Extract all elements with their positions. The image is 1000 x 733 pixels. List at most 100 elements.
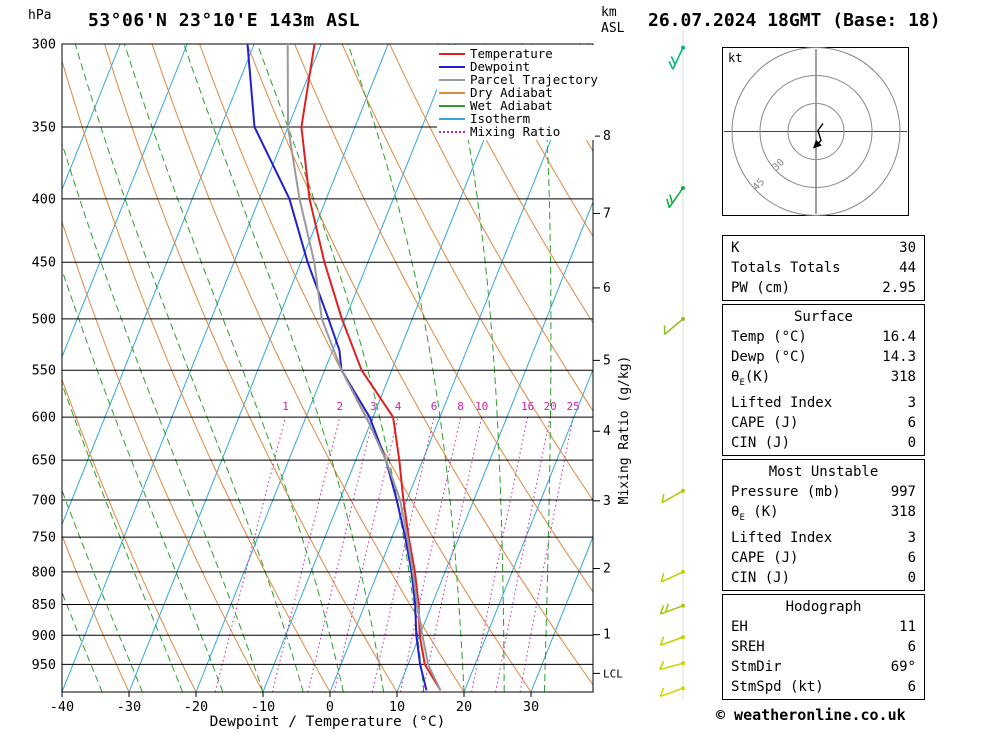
legend-swatch [439, 117, 465, 120]
dry-adiabat-line [62, 59, 331, 692]
x-axis-title: Dewpoint / Temperature (°C) [210, 714, 446, 730]
legend-item: Parcel Trajectory [439, 73, 598, 86]
legend-swatch [439, 78, 465, 81]
legend-label: Temperature [470, 46, 553, 61]
panel-row-value: 3 [907, 394, 916, 411]
isotherm-line [530, 535, 593, 692]
x-tick-label: -40 [50, 699, 74, 715]
pressure-tick-label: 850 [32, 597, 56, 613]
panel-row-label: StmSpd (kt) [731, 678, 824, 695]
wind-barb-tick [666, 198, 671, 208]
wet-adiabat-line [74, 44, 304, 692]
mixing-ratio-label: 10 [475, 400, 488, 413]
isotherm-line [329, 44, 590, 692]
panel-row: PW (cm) 2.95 [723, 278, 924, 298]
legend-item: Mixing Ratio [439, 125, 595, 138]
legend-item: Dewpoint [439, 60, 595, 73]
altitude-axis-unit: km ASL [601, 5, 624, 37]
pressure-tick-label: 700 [32, 493, 56, 509]
pressure-tick-label: 750 [32, 530, 56, 546]
mixing-ratio-label: 2 [336, 400, 343, 413]
parcel-trajectory-curve [286, 44, 442, 691]
dry-adiabat-line [484, 44, 593, 238]
wind-barb-staff [672, 47, 684, 70]
stats-panel: Hodograph EH 11 SREH 6 StmDir 69° StmSpd (kt) 6 [722, 593, 925, 700]
wind-barb-tick [670, 56, 676, 65]
km-tick-label: 7 [603, 206, 611, 221]
hodograph-ring [787, 103, 845, 160]
legend-label: Dry Adiabat [470, 85, 553, 100]
isotherm-line [195, 44, 456, 692]
wind-barb-tick [661, 493, 665, 503]
wind-barb-staff [668, 187, 684, 209]
pressure-tick-label: 400 [32, 191, 56, 207]
km-tick-label: 4 [603, 424, 611, 439]
mixing-ratio-label: 25 [566, 400, 579, 413]
legend-swatch [439, 91, 465, 94]
x-tick-label: -10 [251, 699, 275, 715]
panel-row: SREH 6 [723, 637, 924, 657]
panel-row-label: Totals Totals [731, 260, 841, 276]
panel-row-value: 11 [899, 618, 916, 635]
x-tick-label: 20 [456, 699, 472, 715]
legend-item: Isotherm [439, 112, 595, 125]
panel-row: StmDir 69° [723, 657, 924, 677]
legend-label: Dewpoint [470, 59, 531, 74]
panel-row: Totals Totals 44 [723, 258, 924, 278]
legend-item: Temperature [439, 47, 595, 60]
panel-row-value: 14.3 [882, 349, 916, 365]
mixing-ratio-line [272, 416, 341, 692]
mixing-ratio-label: 20 [544, 400, 557, 413]
wind-barb-tick [659, 636, 665, 646]
isotherm-line [62, 44, 322, 692]
legend-item: Wet Adiabat [439, 99, 595, 112]
pressure-tick-label: 800 [32, 564, 56, 580]
mixing-ratio-label: 8 [457, 400, 464, 413]
panel-row-label: K [731, 240, 740, 256]
panel-row-label: StmDir [731, 658, 782, 675]
panel-row: Dewp (°C) 14.3 [723, 347, 924, 367]
wind-barb-staff [660, 605, 684, 615]
panel-row-value: 0 [907, 569, 916, 586]
wind-barb-staff [660, 571, 684, 583]
wet-adiabat-line [62, 591, 103, 692]
panel-row: CIN (J) 0 [723, 568, 924, 588]
wet-adiabat-line [62, 382, 184, 692]
wind-barb-tick [668, 60, 674, 70]
station-title: 53°06'N 23°10'E 143m ASL [88, 10, 361, 31]
wet-adiabat-line [541, 44, 552, 692]
panel-row-value: 6 [907, 638, 916, 655]
km-tick-label: 3 [603, 494, 611, 509]
mixing-ratio-line [333, 416, 399, 692]
pressure-axis-unit: hPa [28, 8, 52, 23]
panel-row: Lifted Index 3 [723, 393, 924, 413]
pressure-tick-label: 600 [32, 410, 56, 426]
wet-adiabat-line [62, 489, 143, 692]
legend-item: Dry Adiabat [439, 86, 595, 99]
km-tick-label: 8 [603, 129, 611, 144]
pressure-tick-label: 950 [32, 657, 56, 673]
panel-row: StmSpd (kt) 6 [723, 677, 924, 697]
panel-row-label: Lifted Index [731, 529, 833, 546]
wind-barb [659, 635, 685, 647]
panel-title: Surface [793, 309, 853, 325]
legend-label: Isotherm [470, 111, 531, 126]
panel-row-label: CIN (J) [731, 434, 791, 451]
panel-row-label: θE (K) [731, 503, 779, 523]
chart-border [61, 43, 594, 693]
dry-adiabat-line [389, 44, 593, 412]
panel-row-label: CAPE (J) [731, 549, 799, 566]
isotherm-line [262, 44, 523, 692]
isotherm-line [62, 44, 188, 359]
hodograph-trace [813, 123, 824, 149]
km-tick-label: 2 [603, 562, 611, 577]
legend-swatch [439, 104, 465, 107]
hodograph-ring [731, 47, 901, 216]
datetime-title: 26.07.2024 18GMT (Base: 18) [648, 10, 941, 31]
wind-barb [663, 316, 685, 335]
wind-barb-tick [669, 194, 674, 204]
panel-row-label: Lifted Index [731, 394, 833, 411]
wind-barb [659, 603, 685, 615]
